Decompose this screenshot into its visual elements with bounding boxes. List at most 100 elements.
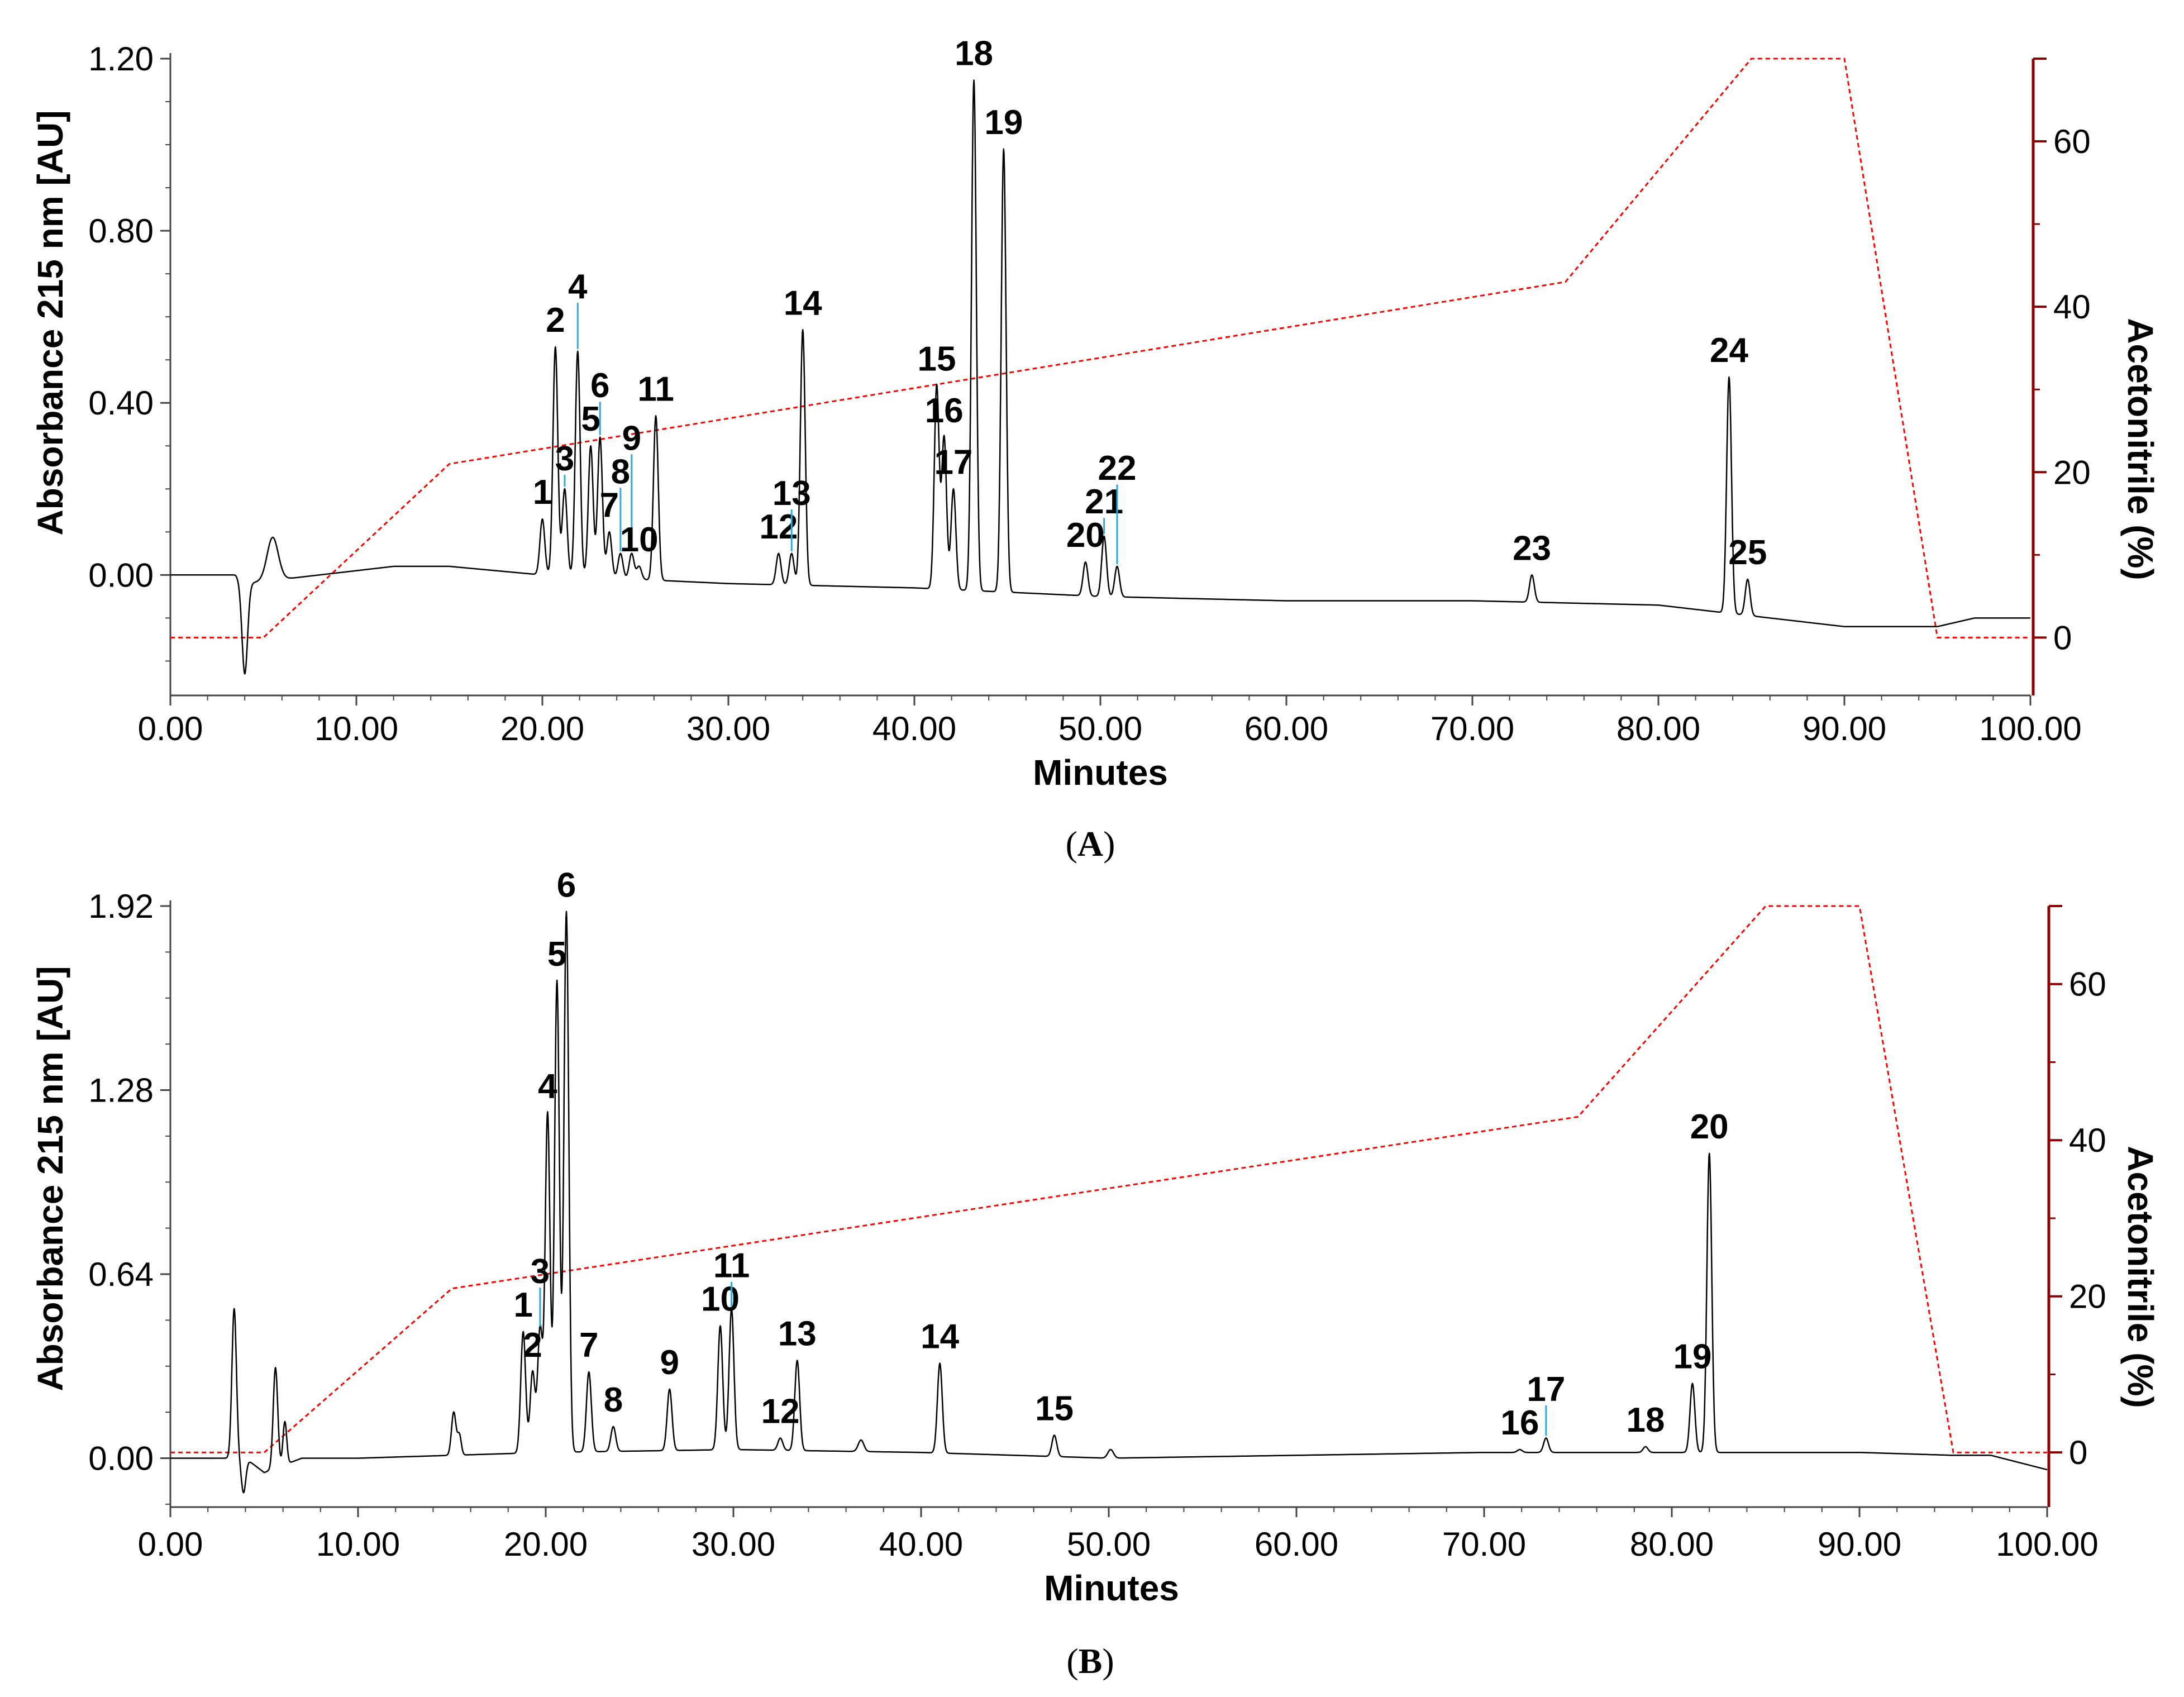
y2-axis-title-b: Acetonitrile (%) bbox=[2120, 1146, 2161, 1408]
peak-label: 17 bbox=[1527, 1370, 1565, 1409]
peak-label: 11 bbox=[713, 1247, 750, 1285]
chromatogram-panel-a: 0.00 10.00 20.00 30.00 40.00 50.00 60.00 70.00 8… bbox=[30, 35, 2161, 864]
panel-caption-b: (B) bbox=[1066, 1641, 1114, 1681]
peak-label: 5 bbox=[547, 935, 566, 974]
peak-label: 16 bbox=[1500, 1404, 1539, 1442]
y2-axis-title-a: Acetonitrile (%) bbox=[2120, 318, 2161, 580]
peak-label: 8 bbox=[604, 1381, 623, 1419]
peak-label: 11 bbox=[637, 370, 674, 408]
y-tick-label: 1.28 bbox=[88, 1071, 154, 1109]
peak-label: 8 bbox=[611, 452, 630, 491]
peak-label: 10 bbox=[620, 521, 659, 559]
x-tick-label: 0.00 bbox=[138, 710, 203, 747]
peak-label: 2 bbox=[546, 301, 565, 340]
x-tick-label: 20.00 bbox=[504, 1526, 588, 1563]
peak-label: 14 bbox=[921, 1318, 959, 1356]
y2-tick-label: 40 bbox=[2069, 1122, 2106, 1159]
peak-label: 4 bbox=[538, 1067, 557, 1106]
x-tick-label: 30.00 bbox=[686, 710, 770, 747]
y2-tick-label: 0 bbox=[2069, 1434, 2087, 1471]
x-tick-label: 80.00 bbox=[1616, 710, 1700, 747]
x-tick-label: 10.00 bbox=[316, 1526, 400, 1563]
x-tick-label: 50.00 bbox=[1058, 710, 1142, 747]
peak-label: 24 bbox=[1710, 331, 1748, 370]
peak-label: 20 bbox=[1690, 1108, 1729, 1146]
y-tick-label: 0.00 bbox=[88, 1439, 154, 1477]
x-tick-label: 30.00 bbox=[692, 1526, 775, 1563]
x-tick-label: 60.00 bbox=[1244, 710, 1328, 747]
x-tick-label: 40.00 bbox=[879, 1526, 963, 1563]
x-tick-label: 0.00 bbox=[138, 1526, 203, 1563]
x-tick-label: 100.00 bbox=[1996, 1526, 2099, 1563]
peak-label: 23 bbox=[1513, 529, 1551, 568]
peak-label: 14 bbox=[784, 284, 822, 322]
x-tick-label: 70.00 bbox=[1430, 710, 1514, 747]
peak-label: 1 bbox=[533, 473, 552, 512]
peak-label: 3 bbox=[531, 1252, 550, 1291]
y2-tick-label: 20 bbox=[2053, 454, 2091, 491]
y-tick-label: 0.64 bbox=[88, 1256, 154, 1293]
peak-label: 19 bbox=[1673, 1338, 1711, 1376]
y-tick-label: 1.92 bbox=[88, 888, 154, 925]
absorbance-trace bbox=[170, 79, 2031, 675]
peak-label: 6 bbox=[590, 366, 609, 405]
peak-label: 4 bbox=[568, 268, 588, 306]
y2-tick-label: 60 bbox=[2053, 123, 2091, 160]
peak-label: 25 bbox=[1728, 533, 1767, 572]
y2-tick-label: 40 bbox=[2053, 288, 2091, 326]
peak-label: 13 bbox=[778, 1314, 817, 1353]
gradient-line bbox=[170, 905, 2047, 1453]
x-tick-label: 100.00 bbox=[1979, 710, 2082, 747]
y-tick-label: 1.20 bbox=[88, 40, 154, 78]
plot-area-b: 0.00 10.00 20.00 30.00 40.00 50.00 60.00 70.00 8… bbox=[88, 866, 2106, 1563]
peak-label: 3 bbox=[555, 440, 574, 478]
chromatogram-panel-b: 0.00 10.00 20.00 30.00 40.00 50.00 60.00 70.00 8… bbox=[30, 866, 2161, 1681]
x-axis-title-a: Minutes bbox=[1033, 752, 1168, 793]
peak-label: 22 bbox=[1098, 449, 1136, 488]
panel-letter-b: B bbox=[1079, 1641, 1103, 1681]
peak-label: 18 bbox=[1626, 1401, 1665, 1439]
y-tick-label: 0.40 bbox=[88, 384, 154, 422]
x-tick-label: 90.00 bbox=[1802, 710, 1886, 747]
panel-caption-a: (A) bbox=[1066, 824, 1115, 864]
peak-label: 15 bbox=[917, 340, 956, 378]
peak-label: 7 bbox=[600, 486, 619, 525]
gradient-line bbox=[170, 58, 2030, 638]
x-tick-label: 80.00 bbox=[1630, 1526, 1714, 1563]
peak-label: 12 bbox=[761, 1392, 800, 1431]
peak-label: 20 bbox=[1066, 516, 1105, 555]
peak-label: 17 bbox=[934, 443, 972, 482]
x-tick-label: 50.00 bbox=[1067, 1526, 1151, 1563]
x-tick-label: 40.00 bbox=[872, 710, 956, 747]
peak-label: 13 bbox=[772, 474, 811, 513]
panel-letter-a: A bbox=[1077, 824, 1103, 864]
peak-label: 19 bbox=[984, 103, 1023, 142]
peak-label: 7 bbox=[579, 1326, 598, 1365]
x-tick-label: 90.00 bbox=[1818, 1526, 1901, 1563]
x-tick-label: 60.00 bbox=[1255, 1526, 1338, 1563]
peak-label: 16 bbox=[925, 392, 964, 430]
x-tick-label: 20.00 bbox=[500, 710, 584, 747]
absorbance-trace bbox=[170, 911, 2048, 1494]
y2-tick-label: 0 bbox=[2053, 619, 2072, 656]
x-tick-label: 70.00 bbox=[1442, 1526, 1526, 1563]
y-tick-label: 0.00 bbox=[88, 556, 154, 594]
peak-label: 9 bbox=[622, 419, 641, 457]
plot-area-a: 0.00 10.00 20.00 30.00 40.00 50.00 60.00 70.00 8… bbox=[88, 35, 2091, 747]
peak-label: 15 bbox=[1035, 1389, 1074, 1428]
peak-label: 9 bbox=[660, 1343, 679, 1382]
y2-tick-label: 60 bbox=[2069, 966, 2106, 1003]
y-tick-label: 0.80 bbox=[88, 212, 154, 250]
y-axis-title-a: Absorbance 215 nm [AU] bbox=[30, 110, 70, 535]
peak-label: 18 bbox=[955, 35, 993, 73]
x-tick-label: 10.00 bbox=[314, 710, 398, 747]
peak-label: 5 bbox=[581, 400, 600, 438]
peak-label: 1 bbox=[513, 1286, 532, 1324]
y-axis-title-b: Absorbance 215 nm [AU] bbox=[30, 966, 70, 1391]
peak-label: 2 bbox=[523, 1326, 542, 1365]
y2-tick-label: 20 bbox=[2069, 1278, 2106, 1315]
peak-label: 10 bbox=[701, 1280, 740, 1319]
x-axis-title-b: Minutes bbox=[1044, 1568, 1179, 1608]
peak-label: 6 bbox=[557, 866, 576, 904]
